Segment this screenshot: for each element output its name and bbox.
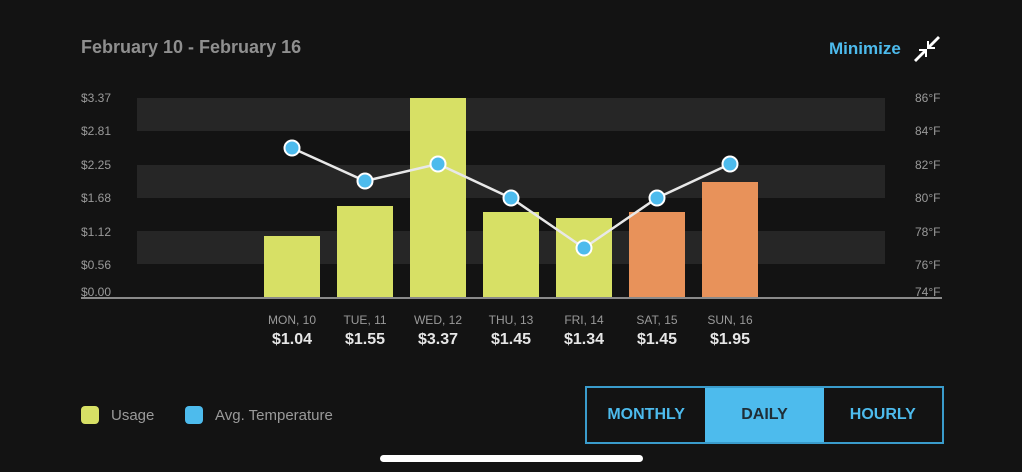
y-left-tick: $1.12: [81, 225, 112, 239]
home-indicator[interactable]: [380, 455, 643, 462]
y-left-tick: $1.68: [81, 191, 112, 205]
temperature-point[interactable]: [356, 172, 374, 190]
day-cost: $1.34: [563, 331, 605, 348]
y-left-tick: $3.37: [81, 91, 112, 105]
day-cost: $1.45: [490, 331, 532, 348]
usage-bar[interactable]: [337, 206, 393, 298]
usage-bar[interactable]: [629, 212, 685, 298]
y-left-tick: $0.00: [81, 285, 112, 299]
usage-bar[interactable]: [264, 236, 320, 298]
day-label: FRI, 14: [564, 313, 604, 327]
legend-temperature: Avg. Temperature: [185, 406, 333, 424]
y-left-tick: $2.81: [81, 124, 112, 138]
tab-hourly[interactable]: HOURLY: [849, 406, 916, 423]
y-right-tick: 74°F: [915, 285, 941, 299]
temperature-point[interactable]: [429, 155, 447, 173]
grid-band: [137, 98, 885, 131]
y-right-tick: 82°F: [915, 158, 941, 172]
y-left-tick: $0.56: [81, 258, 112, 272]
legend-usage-label: Usage: [111, 406, 155, 424]
y-right-tick: 78°F: [915, 225, 941, 239]
day-label: THU, 13: [488, 313, 534, 327]
day-cost: $1.45: [636, 331, 678, 348]
collapse-arrows-icon[interactable]: [912, 34, 942, 64]
chart-title: February 10 - February 16: [81, 37, 302, 57]
day-cost: $1.95: [709, 331, 751, 348]
day-cost: $1.04: [271, 331, 313, 348]
legend-temperature-label: Avg. Temperature: [215, 406, 333, 424]
tab-monthly[interactable]: MONTHLY: [607, 406, 685, 423]
temperature-point[interactable]: [648, 189, 666, 207]
temperature-point[interactable]: [283, 139, 301, 157]
y-right-tick: 76°F: [915, 258, 941, 272]
x-axis: [81, 297, 942, 299]
usage-swatch-icon: [81, 406, 99, 424]
temperature-point[interactable]: [575, 239, 593, 257]
y-right-tick: 84°F: [915, 124, 941, 138]
usage-bar[interactable]: [556, 218, 612, 298]
period-segmented-control: MONTHLY DAILY HOURLY: [585, 386, 944, 444]
y-right-tick: 80°F: [915, 191, 941, 205]
y-right-tick: 86°F: [915, 91, 941, 105]
temperature-point[interactable]: [721, 155, 739, 173]
y-left-tick: $2.25: [81, 158, 112, 172]
legend-usage: Usage: [81, 406, 154, 424]
day-label: SUN, 16: [707, 313, 753, 327]
tab-daily[interactable]: DAILY: [705, 388, 824, 442]
day-cost: $1.55: [344, 331, 386, 348]
usage-bar[interactable]: [483, 212, 539, 298]
day-label: MON, 10: [267, 313, 316, 327]
temperature-point[interactable]: [502, 189, 520, 207]
usage-bar[interactable]: [410, 98, 466, 298]
day-label: SAT, 15: [636, 313, 678, 327]
usage-bar[interactable]: [702, 182, 758, 298]
day-label: TUE, 11: [343, 313, 387, 327]
day-cost: $3.37: [417, 331, 459, 348]
temperature-swatch-icon: [185, 406, 203, 424]
minimize-button[interactable]: Minimize: [829, 39, 901, 58]
day-label: WED, 12: [413, 313, 462, 327]
